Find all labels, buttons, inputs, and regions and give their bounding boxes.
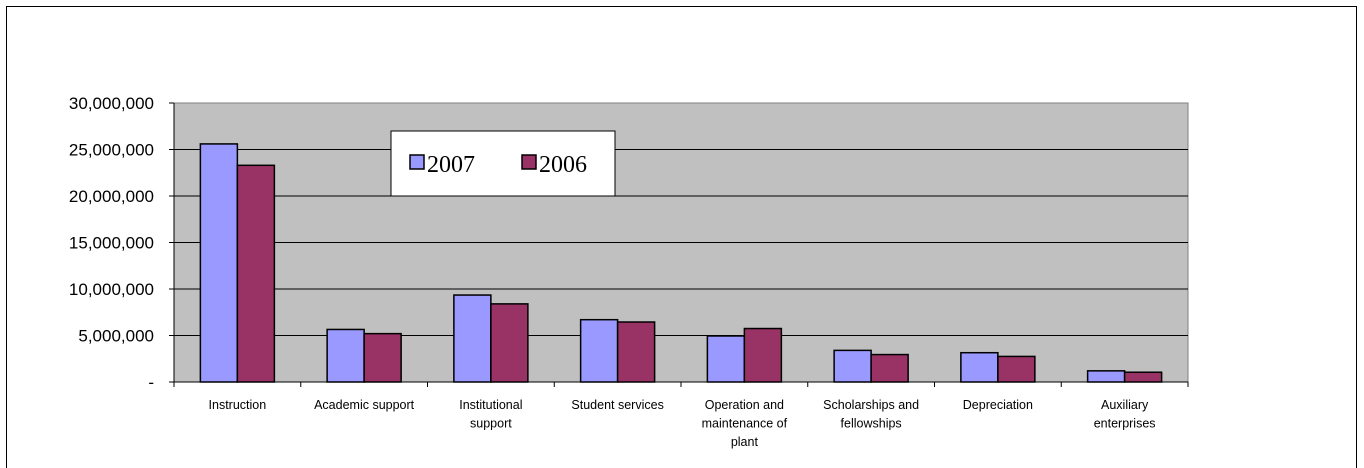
legend-swatch-2006 [521, 154, 537, 170]
x-tick-label: Auxiliary [1101, 398, 1149, 412]
legend-label-2006: 2006 [539, 152, 587, 178]
bar-2007 [199, 143, 239, 383]
y-tick-label: 20,000,000 [69, 187, 154, 206]
bar-2007 [706, 335, 746, 383]
bar-2007 [1086, 370, 1126, 383]
bar-2007 [833, 349, 872, 383]
x-tick-label: Depreciation [963, 398, 1033, 412]
x-tick-label: Operation and [705, 398, 784, 412]
x-tick-label: enterprises [1094, 417, 1156, 431]
bar-2006 [870, 353, 909, 383]
y-tick-label: - [148, 373, 154, 392]
x-tick-label: plant [731, 435, 759, 449]
x-tick-label: Academic support [314, 398, 415, 412]
bar-2006 [363, 332, 402, 383]
y-tick-label: 10,000,000 [69, 280, 154, 299]
legend-label-2007: 2007 [427, 152, 475, 178]
y-tick-label: 30,000,000 [69, 94, 154, 113]
x-tick-label: fellowships [841, 417, 902, 431]
x-tick-label: maintenance of [702, 417, 788, 431]
bar-2006 [616, 321, 656, 383]
legend [390, 130, 616, 197]
bar-2006 [236, 164, 276, 383]
x-tick-label: support [470, 417, 512, 431]
y-tick-label: 15,000,000 [69, 234, 154, 253]
y-tick-label: 5,000,000 [78, 327, 154, 346]
bar-2006 [490, 303, 529, 383]
legend-swatch-2007 [409, 154, 425, 170]
x-tick-label: Instruction [209, 398, 267, 412]
bar-2006 [997, 355, 1036, 383]
bar-2006 [1123, 371, 1163, 383]
bar-2006 [743, 327, 783, 383]
bar-2007 [579, 318, 619, 383]
x-tick-label: Student services [571, 398, 663, 412]
x-tick-label: Institutional [459, 398, 522, 412]
bar-2007 [960, 351, 999, 383]
y-tick-label: 25,000,000 [69, 141, 154, 160]
x-tick-label: Scholarships and [823, 398, 919, 412]
bar-2007 [326, 328, 365, 383]
bar-2007 [453, 294, 492, 383]
